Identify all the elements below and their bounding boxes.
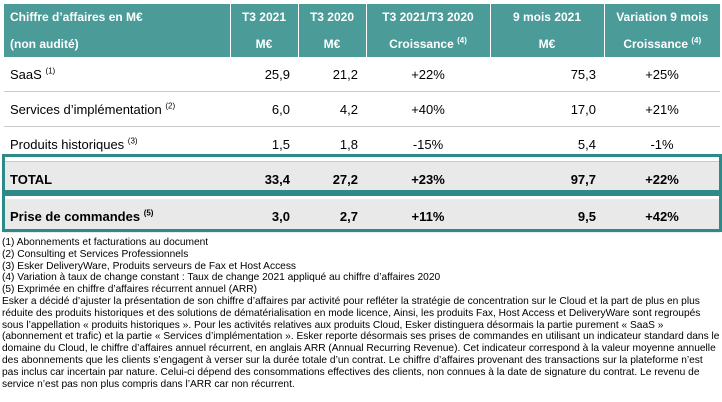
header-row-1: Chiffre d’affaires en M€ T3 2021 T3 2020… xyxy=(4,4,720,30)
cell-9-months: 5,4 xyxy=(490,126,604,162)
total-t3-2021: 33,4 xyxy=(230,161,298,196)
total-growth: +23% xyxy=(366,161,490,196)
cell-growth: +22% xyxy=(366,57,490,92)
header-unit-t3-2020: M€ xyxy=(297,30,366,57)
cell-9-months: 75,3 xyxy=(490,57,604,92)
orders-growth: +11% xyxy=(366,199,490,233)
header-unit-9-months: M€ xyxy=(489,30,604,57)
cell-9-months: 17,0 xyxy=(490,91,604,127)
footnote: (1) Abonnements et facturations au docum… xyxy=(2,237,209,248)
total-t3-2020: 27,2 xyxy=(298,161,366,196)
cell-growth: -15% xyxy=(366,126,490,162)
orders-t3-2020: 2,7 xyxy=(298,199,366,233)
orders-label: Prise de commandes (5) xyxy=(4,199,230,233)
row-label: Services d’implémentation (2) xyxy=(4,91,230,127)
footnote: (3) Esker DeliveryWare, Produits serveur… xyxy=(2,260,297,272)
header-growth: Croissance (4) xyxy=(365,30,490,57)
cell-t3-2021: 6,0 xyxy=(230,91,298,127)
table-row: SaaS (1) 25,9 21,2 +22% 75,3 +25% xyxy=(4,57,720,92)
cell-growth: +40% xyxy=(366,91,490,127)
total-9-months: 97,7 xyxy=(490,161,604,196)
table-row: Produits historiques (3) 1,5 1,8 -15% 5,… xyxy=(4,126,720,162)
total-variation: +22% xyxy=(604,161,720,196)
header-9-months-variation: Variation 9 mois xyxy=(603,4,720,30)
orders-row: Prise de commandes (5) 3,0 2,7 +11% 9,5 … xyxy=(4,199,720,233)
explanatory-paragraph: Esker a décidé d’ajuster la présentation… xyxy=(2,295,720,390)
header-row-2: (non audité) M€ M€ Croissance (4) M€ Cro… xyxy=(4,30,720,57)
cell-t3-2021: 25,9 xyxy=(230,57,298,92)
cell-t3-2020: 1,8 xyxy=(298,126,366,162)
cell-variation: -1% xyxy=(604,126,720,162)
cell-t3-2021: 1,5 xyxy=(230,126,298,162)
header-t3-2020: T3 2020 xyxy=(297,4,366,30)
footnote: (4) Variation à taux de change constant … xyxy=(2,272,441,284)
orders-9-months: 9,5 xyxy=(490,199,604,233)
table-row: Services d’implémentation (2) 6,0 4,2 +4… xyxy=(4,91,720,127)
orders-t3-2021: 3,0 xyxy=(230,199,298,233)
row-label: SaaS (1) xyxy=(4,57,230,92)
cell-t3-2020: 4,2 xyxy=(298,91,366,127)
cell-variation: +25% xyxy=(604,57,720,92)
header-9-months: 9 mois 2021 xyxy=(489,4,604,30)
revenue-table: Chiffre d’affaires en M€ T3 2021 T3 2020… xyxy=(4,4,720,233)
header-unit-t3-2021: M€ xyxy=(229,30,298,57)
cell-t3-2020: 21,2 xyxy=(298,57,366,92)
footnote: (2) Consulting et Services Professionnel… xyxy=(2,248,189,260)
total-row: TOTAL 33,4 27,2 +23% 97,7 +22% xyxy=(4,161,720,196)
total-label: TOTAL xyxy=(4,161,230,196)
header-t3-growth: T3 2021/T3 2020 xyxy=(365,4,490,30)
orders-variation: +42% xyxy=(604,199,720,233)
footnote: (5) Exprimée en chiffre d’affaires récur… xyxy=(2,284,257,296)
header-t3-2021: T3 2021 xyxy=(229,4,298,30)
row-label: Produits historiques (3) xyxy=(4,126,230,162)
footnotes: (1) Abonnements et facturations au docum… xyxy=(2,237,720,390)
header-growth-9-months: Croissance (4) xyxy=(603,30,720,57)
cell-variation: +21% xyxy=(604,91,720,127)
header-unaudited: (non audité) xyxy=(4,30,230,57)
header-label: Chiffre d’affaires en M€ xyxy=(4,4,230,30)
